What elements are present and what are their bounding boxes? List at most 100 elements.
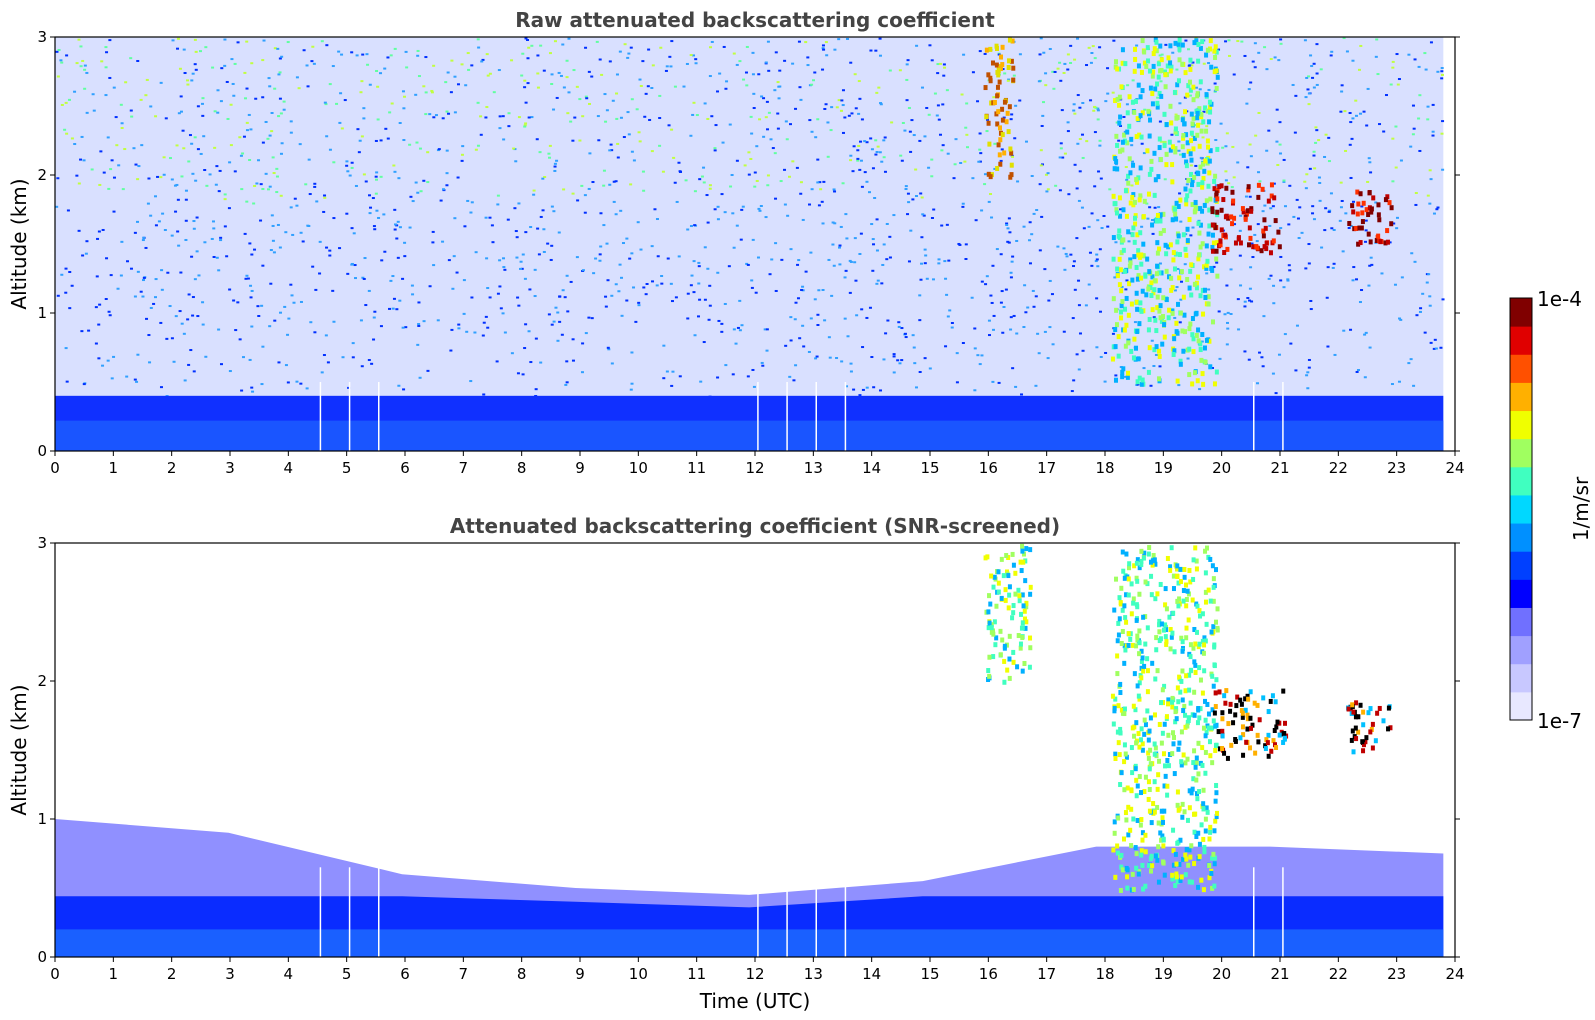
noise-pixel [424, 56, 428, 59]
noise-pixel [345, 164, 349, 167]
noise-pixel [157, 220, 161, 223]
noise-pixel [275, 191, 279, 194]
noise-pixel [977, 160, 981, 163]
cloud-pixel [1010, 38, 1015, 44]
cloud-pixel [1210, 725, 1215, 731]
noise-pixel [987, 319, 991, 322]
noise-pixel [637, 304, 641, 307]
noise-pixel [796, 263, 800, 266]
cloud-pixel [1156, 772, 1161, 778]
noise-pixel [262, 39, 266, 42]
cloud-pixel [1363, 739, 1368, 745]
cloud-pixel [1175, 82, 1180, 88]
cloud-pixel [1184, 582, 1189, 588]
cloud-pixel [1005, 667, 1010, 673]
noise-pixel [1022, 225, 1026, 228]
noise-pixel [409, 195, 413, 198]
noise-pixel [1223, 313, 1227, 316]
noise-pixel [665, 370, 669, 373]
x-tick-label: 3 [225, 459, 235, 477]
cloud-pixel [1178, 689, 1183, 695]
noise-pixel [1013, 137, 1017, 140]
cloud-pixel [1383, 240, 1388, 246]
cloud-pixel [1208, 196, 1213, 202]
cloud-pixel [1126, 340, 1131, 346]
noise-pixel [1078, 106, 1082, 109]
cloud-pixel [1208, 598, 1213, 604]
cloud-pixel [1157, 376, 1162, 382]
noise-pixel [1047, 299, 1051, 302]
noise-pixel [841, 131, 845, 134]
cloud-pixel [1173, 149, 1178, 155]
cloud-pixel [1206, 587, 1211, 593]
noise-pixel [619, 116, 623, 119]
cloud-pixel [1151, 801, 1156, 807]
noise-pixel [799, 98, 803, 101]
noise-pixel [87, 329, 91, 332]
noise-pixel [476, 144, 480, 147]
cloud-pixel [1374, 238, 1379, 244]
noise-pixel [1119, 366, 1123, 369]
noise-pixel [693, 224, 697, 227]
cloud-pixel [1134, 617, 1139, 623]
noise-pixel [257, 315, 261, 318]
cloud-pixel [1188, 642, 1193, 648]
noise-pixel [1303, 39, 1307, 42]
noise-pixel [441, 188, 445, 191]
cloud-pixel [1024, 600, 1029, 606]
noise-pixel [990, 216, 994, 219]
cloud-pixel [1130, 277, 1135, 283]
noise-pixel [357, 151, 361, 154]
cloud-pixel [1171, 610, 1176, 616]
noise-pixel [677, 255, 681, 258]
cloud-pixel [1192, 135, 1197, 141]
cloud-pixel [1147, 545, 1152, 551]
cloud-pixel [1181, 752, 1186, 758]
cloud-pixel [1017, 593, 1022, 599]
noise-pixel [324, 103, 328, 106]
noise-pixel [1417, 117, 1421, 120]
cloud-pixel [1168, 68, 1173, 74]
noise-pixel [241, 356, 245, 359]
cloud-pixel [1206, 301, 1211, 307]
noise-pixel [881, 263, 885, 266]
noise-pixel [474, 251, 478, 254]
noise-pixel [808, 119, 812, 122]
noise-pixel [971, 177, 975, 180]
noise-pixel [578, 98, 582, 101]
cloud-pixel [1188, 66, 1193, 72]
noise-pixel [389, 54, 393, 57]
cloud-pixel [1143, 883, 1148, 889]
cloud-pixel [1185, 92, 1190, 98]
noise-pixel [422, 179, 426, 182]
noise-pixel [669, 282, 673, 285]
noise-pixel [716, 205, 720, 208]
x-tick-label: 0 [50, 965, 60, 983]
noise-pixel [496, 292, 500, 295]
cloud-pixel [1381, 718, 1386, 724]
noise-pixel [1007, 217, 1011, 220]
noise-pixel [1364, 219, 1368, 222]
cloud-pixel [1132, 239, 1137, 245]
noise-pixel [1368, 264, 1372, 267]
cloud-pixel [1233, 240, 1238, 246]
noise-pixel [1330, 227, 1334, 230]
cloud-pixel [1118, 267, 1123, 273]
noise-pixel [751, 51, 755, 54]
cloud-pixel [1188, 579, 1193, 585]
cloud-pixel [989, 100, 994, 106]
noise-pixel [469, 211, 473, 214]
cloud-pixel [1140, 288, 1145, 294]
noise-pixel [1066, 130, 1070, 133]
noise-pixel [55, 50, 59, 53]
noise-pixel [279, 152, 283, 155]
noise-pixel [979, 152, 983, 155]
noise-pixel [116, 287, 120, 290]
noise-pixel [778, 85, 782, 88]
cloud-pixel [1178, 566, 1183, 572]
noise-pixel [826, 155, 830, 158]
noise-pixel [614, 180, 618, 183]
cloud-pixel [986, 72, 991, 78]
cloud-pixel [1129, 611, 1134, 617]
noise-pixel [861, 388, 865, 391]
